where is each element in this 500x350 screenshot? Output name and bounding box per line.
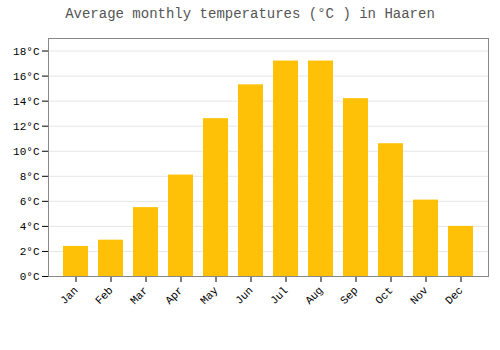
svg-text:18°C: 18°C (13, 46, 40, 58)
svg-text:14°C: 14°C (13, 96, 40, 108)
svg-text:6°C: 6°C (20, 196, 40, 208)
svg-text:Apr: Apr (163, 284, 185, 306)
svg-text:Sep: Sep (338, 284, 360, 306)
svg-text:Aug: Aug (303, 284, 325, 306)
svg-text:May: May (198, 284, 221, 307)
svg-text:Oct: Oct (373, 284, 395, 306)
html-text:Average monthly temperatures (: Average monthly temperatures (°C ) in Ha… (65, 6, 435, 22)
svg-text:10°C: 10°C (13, 146, 40, 158)
svg-text:0°C: 0°C (20, 271, 40, 283)
svg-text:Feb: Feb (93, 284, 115, 306)
svg-text:12°C: 12°C (13, 121, 40, 133)
svg-text:Nov: Nov (408, 284, 431, 307)
svg-text:4°C: 4°C (20, 221, 40, 233)
svg-text:Jun: Jun (233, 284, 255, 306)
svg-text:Dec: Dec (443, 284, 465, 306)
svg-text:2°C: 2°C (20, 246, 40, 258)
svg-text:Jul: Jul (268, 284, 290, 306)
svg-text:16°C: 16°C (13, 71, 40, 83)
svg-text:Mar: Mar (128, 284, 150, 306)
svg-text:8°C: 8°C (20, 171, 40, 183)
svg-text:Jan: Jan (58, 284, 80, 306)
